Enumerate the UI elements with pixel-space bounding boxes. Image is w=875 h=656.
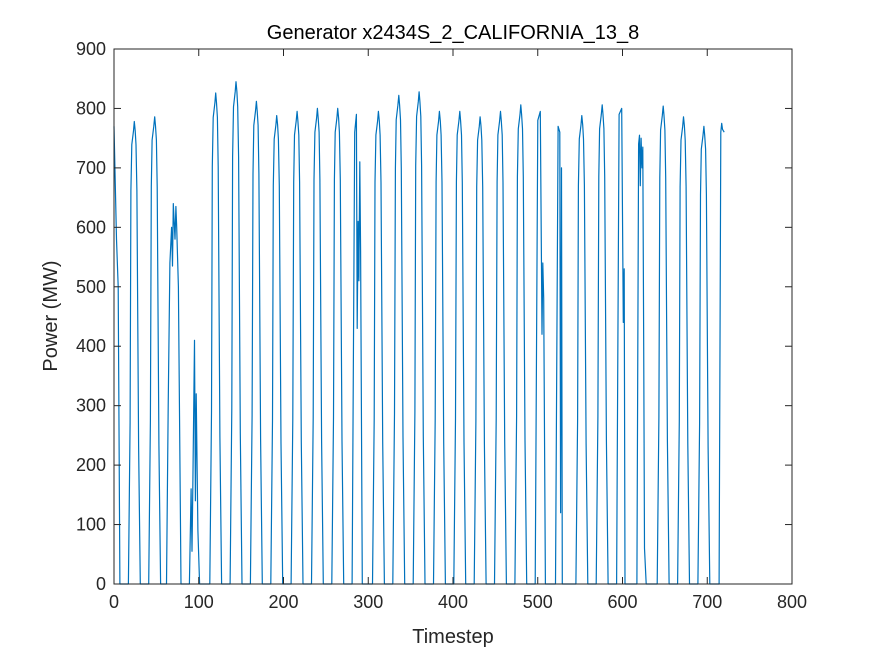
x-tick-label: 400 xyxy=(438,592,468,612)
x-tick-label: 800 xyxy=(777,592,807,612)
x-tick-label: 100 xyxy=(184,592,214,612)
x-tick-label: 0 xyxy=(109,592,119,612)
x-tick-label: 500 xyxy=(523,592,553,612)
y-tick-label: 900 xyxy=(76,39,106,59)
y-tick-label: 500 xyxy=(76,277,106,297)
x-tick-label: 700 xyxy=(692,592,722,612)
y-tick-label: 600 xyxy=(76,217,106,237)
y-tick-label: 300 xyxy=(76,396,106,416)
y-tick-label: 700 xyxy=(76,158,106,178)
ticks-layer: 0 100 200 300 400 500 600 700 800 0 100 200 300 400 50… xyxy=(76,39,807,612)
x-axis-label: Timestep xyxy=(412,626,494,648)
chart-title: Generator x2434S_2_CALIFORNIA_13_8 xyxy=(267,22,639,44)
y-axis-label: Power (MW) xyxy=(40,260,62,371)
x-tick-label: 600 xyxy=(607,592,637,612)
y-tick-label: 100 xyxy=(76,515,106,535)
y-tick-label: 800 xyxy=(76,98,106,118)
y-tick-label: 400 xyxy=(76,336,106,356)
y-tick-label: 0 xyxy=(96,574,106,594)
x-tick-label: 300 xyxy=(353,592,383,612)
plot-area xyxy=(114,49,792,584)
y-tick-label: 200 xyxy=(76,455,106,475)
x-tick-label: 200 xyxy=(268,592,298,612)
